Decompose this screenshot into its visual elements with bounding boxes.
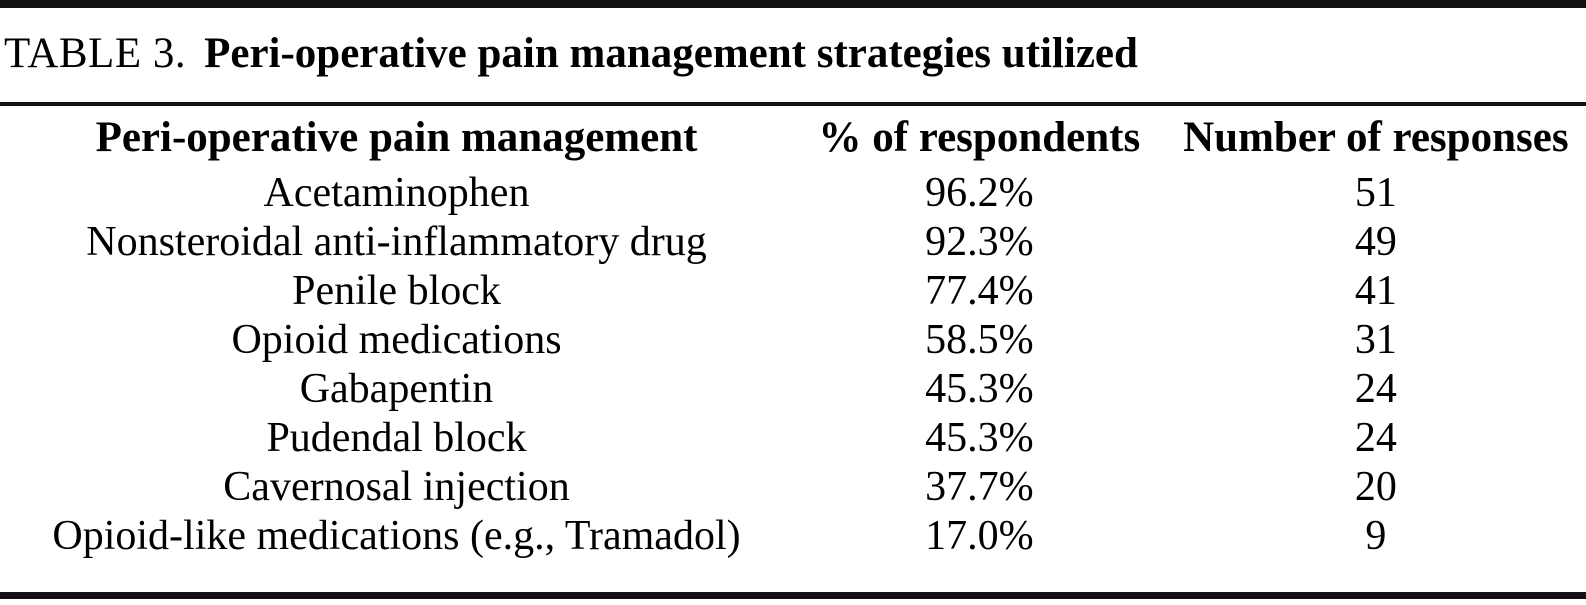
count-cell: 24 — [1354, 414, 1397, 461]
strategy-cell: Opioid medications — [231, 316, 562, 363]
percent-cell: 45.3% — [925, 414, 1034, 461]
strategy-cell: Penile block — [292, 267, 501, 314]
table-caption: TABLE 3. Peri-operative pain management s… — [0, 8, 1586, 102]
top-rule — [0, 0, 1586, 8]
percent-cell: 17.0% — [925, 512, 1034, 559]
percent-cell: 77.4% — [925, 267, 1034, 314]
count-cell: 51 — [1354, 169, 1397, 216]
table-row: Penile block 77.4% 41 — [0, 266, 1586, 315]
count-cell: 24 — [1354, 365, 1397, 412]
strategy-cell: Pudendal block — [266, 414, 527, 461]
column-header-strategy: Peri-operative pain management — [95, 113, 698, 161]
table-row: Cavernosal injection 37.7% 20 — [0, 462, 1586, 511]
strategy-cell: Gabapentin — [299, 365, 494, 412]
table-row: Gabapentin 45.3% 24 — [0, 364, 1586, 413]
strategy-cell: Acetaminophen — [263, 169, 530, 216]
percent-cell: 45.3% — [925, 365, 1034, 412]
header-row: Peri-operative pain management % of resp… — [0, 106, 1586, 168]
percent-cell: 92.3% — [925, 218, 1034, 265]
table-row: Nonsteroidal anti-inflammatory drug 92.3… — [0, 217, 1586, 266]
table-row: Opioid-like medications (e.g., Tramadol)… — [0, 511, 1586, 560]
count-cell: 9 — [1365, 512, 1387, 559]
table-title: Peri-operative pain management strategie… — [204, 30, 1138, 77]
table-row: Pudendal block 45.3% 24 — [0, 413, 1586, 462]
count-cell: 49 — [1354, 218, 1397, 265]
table-row: Opioid medications 58.5% 31 — [0, 315, 1586, 364]
strategy-cell: Opioid-like medications (e.g., Tramadol) — [52, 512, 741, 559]
strategy-cell: Cavernosal injection — [223, 463, 570, 510]
count-cell: 20 — [1354, 463, 1397, 510]
count-cell: 31 — [1354, 316, 1397, 363]
count-cell: 41 — [1354, 267, 1397, 314]
column-header-percent: % of respondents — [818, 113, 1141, 161]
column-header-count: Number of responses — [1183, 113, 1569, 161]
percent-cell: 37.7% — [925, 463, 1034, 510]
percent-cell: 58.5% — [925, 316, 1034, 363]
percent-cell: 96.2% — [925, 169, 1034, 216]
table-label: TABLE 3. — [4, 30, 187, 77]
table-row: Acetaminophen 96.2% 51 — [0, 168, 1586, 217]
data-table: Peri-operative pain management % of resp… — [0, 106, 1586, 560]
strategy-cell: Nonsteroidal anti-inflammatory drug — [86, 218, 707, 265]
caption-rule — [0, 102, 1586, 106]
bottom-rule — [0, 592, 1586, 599]
